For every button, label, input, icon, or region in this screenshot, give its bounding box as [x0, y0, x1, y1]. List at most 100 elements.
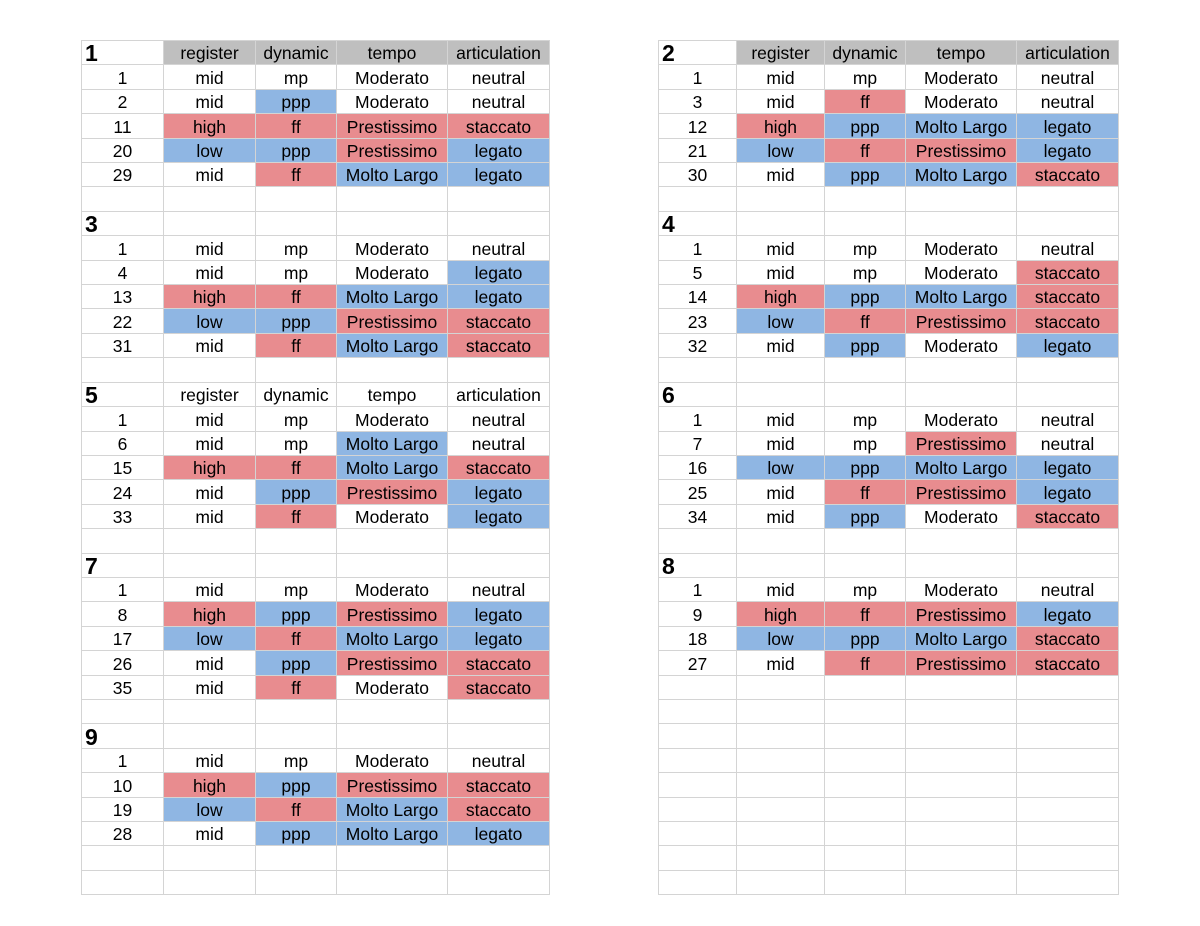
articulation-cell: legato: [1016, 454, 1119, 481]
block-number: 9: [81, 723, 164, 749]
register-cell: mid: [163, 674, 256, 700]
dynamic-cell: mp: [824, 430, 906, 456]
articulation-cell: legato: [447, 137, 550, 164]
articulation-cell: staccato: [447, 332, 550, 359]
table-row: 21 low ff Prestissimo legato: [658, 137, 1119, 164]
row-id-cell: 6: [81, 430, 164, 456]
column-header-tempo: tempo: [905, 39, 1017, 66]
articulation-cell: neutral: [447, 235, 550, 261]
articulation-cell: staccato: [447, 650, 550, 676]
empty-cell: [1016, 210, 1119, 237]
empty-cell: [736, 747, 825, 774]
register-cell: mid: [736, 503, 825, 530]
empty-cell: [736, 552, 825, 578]
empty-cell: [736, 796, 825, 823]
empty-cell: [658, 186, 737, 212]
dynamic-cell: mp: [255, 259, 337, 286]
empty-cell: [1016, 698, 1119, 725]
tempo-cell: Molto Largo: [336, 332, 448, 359]
dynamic-cell: ff: [824, 308, 906, 334]
empty-cell: [736, 674, 825, 700]
block-header-row: 6: [658, 381, 1119, 408]
table-row: 1 mid mp Moderato neutral: [658, 64, 1119, 90]
table-row: 13 high ff Molto Largo legato: [81, 284, 550, 310]
empty-cell: [1016, 674, 1119, 700]
articulation-cell: staccato: [447, 454, 550, 481]
table-row: 2 mid ppp Moderato neutral: [81, 88, 550, 115]
tempo-cell: Molto Largo: [336, 284, 448, 310]
dynamic-cell: ff: [255, 454, 337, 481]
empty-cell: [336, 186, 448, 212]
dynamic-cell: mp: [255, 430, 337, 456]
articulation-cell: legato: [447, 625, 550, 652]
dynamic-cell: ppp: [824, 332, 906, 359]
table-row: 19 low ff Molto Largo staccato: [81, 796, 550, 823]
tempo-cell: Prestissimo: [336, 137, 448, 164]
table-row: 1 mid mp Moderato neutral: [81, 406, 550, 432]
empty-cell: [905, 747, 1017, 774]
empty-cell: [824, 869, 906, 896]
dynamic-cell: ppp: [255, 137, 337, 164]
empty-cell: [1016, 723, 1119, 749]
table-row: 1 mid mp Moderato neutral: [81, 747, 550, 774]
empty-cell: [81, 528, 164, 554]
table-row: 35 mid ff Moderato staccato: [81, 674, 550, 700]
register-cell: high: [163, 113, 256, 139]
dynamic-cell: mp: [824, 576, 906, 603]
dynamic-cell: mp: [824, 64, 906, 90]
column-header-articulation: articulation: [447, 381, 550, 408]
empty-cell: [905, 820, 1017, 847]
empty-cell: [163, 723, 256, 749]
row-id-cell: 8: [81, 601, 164, 627]
dynamic-cell: ppp: [824, 503, 906, 530]
articulation-cell: neutral: [1016, 406, 1119, 432]
row-id-cell: 30: [658, 162, 737, 188]
table-row: 22 low ppp Prestissimo staccato: [81, 308, 550, 334]
empty-cell: [336, 723, 448, 749]
empty-cell: [1016, 869, 1119, 896]
tempo-cell: Moderato: [336, 235, 448, 261]
empty-cell: [905, 186, 1017, 212]
table-row: 28 mid ppp Molto Largo legato: [81, 820, 550, 847]
register-cell: mid: [736, 430, 825, 456]
tempo-cell: Molto Largo: [905, 454, 1017, 481]
table-row: 3 mid ff Moderato neutral: [658, 88, 1119, 115]
column-header-dynamic: dynamic: [824, 39, 906, 66]
column-header-tempo: tempo: [336, 39, 448, 66]
register-cell: mid: [163, 88, 256, 115]
empty-cell: [658, 674, 737, 700]
articulation-cell: staccato: [447, 113, 550, 139]
empty-row: [81, 845, 550, 871]
table-row: 27 mid ff Prestissimo staccato: [658, 650, 1119, 676]
articulation-cell: staccato: [1016, 308, 1119, 334]
dynamic-cell: mp: [824, 259, 906, 286]
empty-cell: [905, 796, 1017, 823]
dynamic-cell: mp: [255, 235, 337, 261]
row-id-cell: 1: [658, 64, 737, 90]
empty-row: [658, 674, 1119, 700]
tempo-cell: Moderato: [905, 406, 1017, 432]
articulation-cell: legato: [447, 162, 550, 188]
row-id-cell: 35: [81, 674, 164, 700]
register-cell: low: [163, 308, 256, 334]
column-header-register: register: [163, 381, 256, 408]
tempo-cell: Moderato: [336, 503, 448, 530]
empty-cell: [824, 357, 906, 383]
table-row: 25 mid ff Prestissimo legato: [658, 479, 1119, 505]
empty-cell: [905, 723, 1017, 749]
register-cell: mid: [736, 64, 825, 90]
empty-cell: [163, 528, 256, 554]
empty-cell: [255, 845, 337, 871]
spacer-row: [658, 357, 1119, 383]
row-id-cell: 1: [81, 64, 164, 90]
dynamic-cell: ppp: [824, 162, 906, 188]
row-id-cell: 31: [81, 332, 164, 359]
row-id-cell: 1: [81, 235, 164, 261]
articulation-cell: neutral: [447, 747, 550, 774]
empty-cell: [824, 186, 906, 212]
block-header-row: 8: [658, 552, 1119, 578]
empty-cell: [658, 869, 737, 896]
row-id-cell: 24: [81, 479, 164, 505]
tempo-cell: Moderato: [336, 674, 448, 700]
empty-cell: [447, 869, 550, 896]
